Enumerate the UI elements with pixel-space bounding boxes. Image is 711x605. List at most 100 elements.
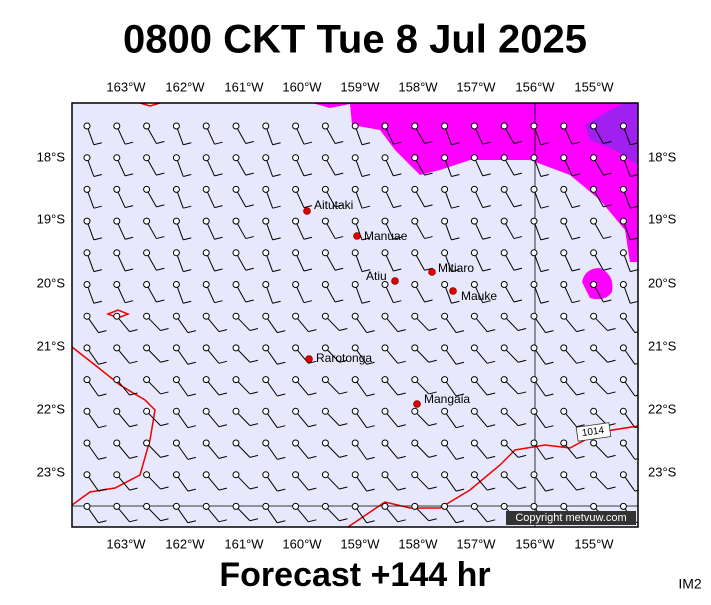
- station: [619, 407, 627, 415]
- barb-flag: [272, 237, 281, 241]
- place-name: Manuae: [364, 229, 408, 243]
- barb-flag: [366, 393, 375, 397]
- barb-flag: [361, 174, 371, 177]
- station: [321, 407, 329, 415]
- station: [590, 154, 598, 162]
- barb-flag: [183, 300, 192, 304]
- barb-flag: [424, 172, 433, 176]
- station: [83, 122, 91, 130]
- barb-flag: [540, 237, 549, 241]
- lat-label: 19°S: [648, 211, 677, 226]
- barb-flag: [335, 236, 344, 240]
- station: [321, 185, 329, 193]
- station: [321, 502, 329, 510]
- station: [232, 407, 240, 415]
- barb-flag: [160, 359, 169, 363]
- lat-label: 19°S: [37, 211, 66, 226]
- station: [83, 249, 91, 257]
- station: [381, 122, 389, 130]
- lon-label: 155°W: [574, 536, 614, 551]
- barb-flag: [487, 424, 496, 428]
- barb-flag: [487, 519, 496, 523]
- station: [470, 471, 478, 479]
- station: [262, 217, 270, 225]
- station: [560, 281, 568, 288]
- barb-flag: [451, 174, 460, 177]
- station: [232, 154, 240, 162]
- lon-label: 160°W: [282, 536, 322, 551]
- barb-flag: [513, 204, 523, 208]
- station: [232, 249, 240, 257]
- station: [500, 185, 508, 193]
- station: [113, 281, 121, 288]
- station: [560, 407, 568, 415]
- wind-barbs: [83, 122, 638, 524]
- barb-flag: [513, 172, 523, 176]
- lat-label: 21°S: [648, 338, 677, 353]
- barb-flag: [187, 361, 196, 365]
- station: [590, 122, 598, 130]
- barb-flag: [366, 456, 375, 460]
- barb-flag: [424, 204, 433, 208]
- station: [441, 185, 449, 193]
- barb-flag: [571, 173, 581, 177]
- station: [560, 122, 568, 130]
- barb-flag: [303, 268, 313, 272]
- station: [381, 502, 389, 510]
- station: [619, 185, 627, 193]
- station: [530, 122, 538, 130]
- station: [470, 249, 478, 257]
- station: [530, 249, 538, 257]
- lon-label: 159°W: [340, 79, 380, 94]
- barb-flag: [156, 140, 165, 144]
- station: [590, 217, 598, 225]
- station: [143, 185, 151, 193]
- barb-flag: [214, 141, 223, 145]
- station: [351, 154, 359, 162]
- lon-label: 156°W: [515, 536, 555, 551]
- place-name: Mauke: [461, 289, 497, 303]
- station: [143, 217, 151, 225]
- barb-flag: [156, 299, 165, 303]
- barb-flag: [607, 454, 616, 458]
- barb-flag: [603, 140, 612, 144]
- barb-flag: [93, 269, 102, 273]
- barb-flag: [455, 425, 465, 429]
- barb-flag: [129, 329, 138, 333]
- barb-flag: [361, 237, 371, 241]
- station: [530, 154, 538, 162]
- station: [351, 502, 359, 510]
- station: [262, 122, 270, 130]
- station: [590, 312, 598, 320]
- barb-flag: [277, 456, 286, 460]
- rain-area: [582, 268, 613, 300]
- barb-flag: [482, 141, 491, 145]
- barb-flag: [214, 205, 223, 209]
- barb-flag: [634, 331, 638, 334]
- isobar-label: 1014: [581, 425, 605, 439]
- station: [351, 376, 359, 384]
- barb-flag: [576, 455, 585, 459]
- station: [530, 502, 538, 510]
- station: [619, 471, 627, 479]
- barb-flag: [482, 300, 491, 304]
- barb-flag: [160, 391, 169, 395]
- barb-flag: [93, 237, 102, 241]
- barb-flag: [451, 205, 460, 209]
- station: [143, 154, 151, 162]
- station: [500, 376, 508, 384]
- station: [590, 439, 598, 447]
- lat-label: 18°S: [37, 149, 66, 164]
- station: [172, 154, 180, 162]
- lat-label: 22°S: [648, 401, 677, 416]
- barb-flag: [634, 458, 638, 460]
- station: [470, 281, 478, 288]
- barb-flag: [451, 300, 460, 304]
- barb-flag: [303, 173, 313, 177]
- barb-flag: [183, 205, 192, 209]
- barb-flag: [518, 391, 527, 395]
- station: [411, 281, 419, 288]
- station: [441, 122, 449, 130]
- lon-label: 156°W: [515, 79, 555, 94]
